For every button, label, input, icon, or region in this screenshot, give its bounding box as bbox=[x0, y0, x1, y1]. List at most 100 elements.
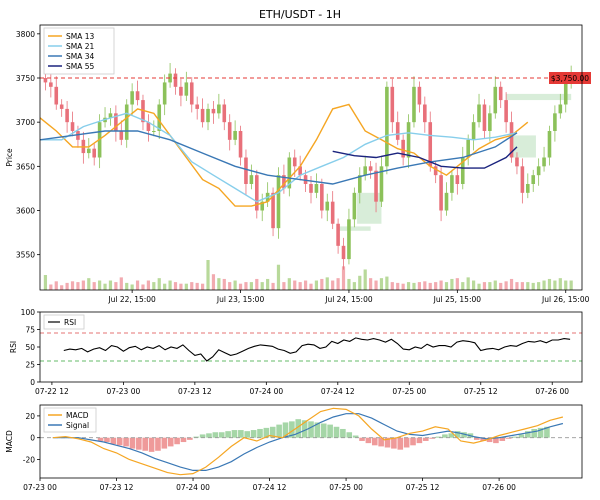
volume-bar bbox=[233, 280, 237, 290]
histogram-bar bbox=[333, 426, 340, 438]
volume-bar bbox=[515, 282, 519, 290]
histogram-bar bbox=[193, 436, 200, 438]
histogram-bar bbox=[206, 433, 212, 438]
candle-body bbox=[363, 166, 367, 176]
candle-body bbox=[341, 245, 346, 260]
candle-body bbox=[119, 131, 124, 140]
volume-bar bbox=[87, 278, 91, 290]
candle-body bbox=[260, 201, 265, 211]
volume-bar bbox=[179, 283, 183, 290]
y-tick-label: 50 bbox=[25, 343, 35, 352]
y-tick-label: -20 bbox=[23, 455, 35, 464]
volume-bar bbox=[244, 282, 248, 290]
volume-bar bbox=[54, 281, 58, 290]
candle-body bbox=[493, 86, 498, 114]
y-tick-label: 25 bbox=[25, 361, 35, 370]
candle-body bbox=[303, 175, 308, 184]
histogram-bar bbox=[238, 430, 244, 438]
candle-body bbox=[412, 86, 416, 123]
x-tick-label: 07-24 00 bbox=[249, 387, 283, 396]
candle-body bbox=[108, 113, 113, 118]
volume-bar bbox=[369, 278, 373, 290]
volume-bar bbox=[201, 283, 205, 290]
volume-bar bbox=[455, 278, 459, 290]
histogram-bar bbox=[359, 437, 365, 441]
histogram-bar bbox=[231, 430, 238, 438]
candle-body bbox=[379, 166, 384, 202]
x-tick-label: 07-26 00 bbox=[535, 387, 569, 396]
candle-body bbox=[206, 108, 210, 123]
volume-bar bbox=[103, 283, 107, 290]
volume-bar bbox=[157, 278, 161, 290]
candle-body bbox=[558, 104, 563, 114]
volume-bar bbox=[141, 284, 145, 290]
volume-bar bbox=[396, 282, 400, 290]
candle-body bbox=[124, 104, 129, 140]
candle-body bbox=[477, 104, 481, 123]
macd-legend bbox=[43, 407, 97, 433]
candle-body bbox=[536, 166, 541, 176]
x-tick-label: 07-23 00 bbox=[107, 387, 141, 396]
signal-line bbox=[52, 413, 564, 471]
histogram-bar bbox=[187, 437, 193, 440]
volume-bar bbox=[401, 283, 405, 290]
volume-bar bbox=[564, 280, 568, 290]
x-tick-label: 07-24 00 bbox=[176, 483, 210, 492]
histogram-bar bbox=[537, 427, 544, 438]
x-tick-label: 07-23 00 bbox=[23, 483, 57, 492]
histogram-bar bbox=[429, 437, 435, 439]
histogram-bar bbox=[512, 436, 518, 438]
candle-body bbox=[352, 192, 357, 220]
volume-bar bbox=[271, 282, 275, 290]
volume-bar bbox=[260, 282, 264, 290]
volume-bar bbox=[531, 282, 535, 290]
rsi-legend bbox=[43, 314, 85, 330]
volume-bar bbox=[488, 282, 492, 290]
volume-bar bbox=[444, 282, 449, 290]
y-tick-label: 0 bbox=[30, 378, 35, 387]
candle-body bbox=[168, 73, 172, 83]
volume-bar bbox=[374, 280, 378, 290]
histogram-bar bbox=[378, 437, 384, 447]
volume-bar bbox=[379, 278, 384, 290]
volume-bar bbox=[76, 282, 80, 290]
volume-bar bbox=[320, 278, 324, 290]
histogram-bar bbox=[525, 431, 531, 438]
volume-bar bbox=[49, 284, 53, 290]
volume-bar bbox=[439, 280, 443, 290]
volume-bar bbox=[266, 278, 270, 290]
histogram-bar bbox=[327, 424, 333, 438]
volume-bar bbox=[163, 283, 167, 290]
volume-bar bbox=[168, 280, 172, 290]
volume-bar bbox=[347, 278, 351, 290]
candle-body bbox=[70, 122, 75, 131]
legend-label: MACD bbox=[66, 411, 89, 420]
candle-body bbox=[526, 184, 530, 193]
legend-label: RSI bbox=[64, 318, 76, 327]
volume-bar bbox=[466, 277, 470, 290]
candle-body bbox=[444, 192, 449, 211]
candle-body bbox=[417, 86, 422, 105]
candle-body bbox=[488, 113, 492, 131]
candle-body bbox=[520, 166, 525, 193]
histogram-bar bbox=[199, 434, 206, 438]
x-tick-label: 07-26 00 bbox=[482, 483, 516, 492]
candle-body bbox=[553, 113, 557, 131]
candle-body bbox=[439, 175, 443, 211]
volume-bar bbox=[406, 282, 411, 290]
volume-bar bbox=[358, 275, 362, 290]
histogram-bar bbox=[104, 437, 110, 443]
y-tick-label: 3650 bbox=[16, 162, 35, 171]
candle-body bbox=[287, 157, 292, 189]
histogram-bar bbox=[410, 437, 416, 446]
x-tick-label: 07-24 12 bbox=[253, 483, 287, 492]
y-tick-label: 0 bbox=[30, 434, 35, 443]
candle-body bbox=[504, 100, 508, 123]
candle-body bbox=[271, 192, 275, 229]
candle-body bbox=[298, 166, 302, 176]
histogram-bar bbox=[461, 432, 467, 438]
histogram-bar bbox=[442, 434, 448, 438]
volume-bar bbox=[423, 281, 427, 290]
volume-bar bbox=[152, 282, 156, 290]
candle-body bbox=[238, 131, 243, 158]
